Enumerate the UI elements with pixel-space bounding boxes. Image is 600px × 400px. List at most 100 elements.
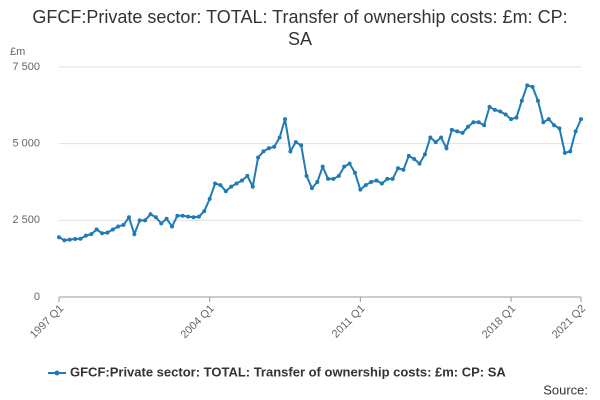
y-axis-label: £m <box>10 46 25 58</box>
point <box>73 237 78 242</box>
point <box>557 126 562 131</box>
point <box>126 215 131 220</box>
point <box>304 173 309 178</box>
point <box>309 186 314 191</box>
point <box>239 178 244 183</box>
point <box>180 213 185 218</box>
point <box>266 146 271 151</box>
point <box>94 227 99 232</box>
point <box>62 238 67 243</box>
point <box>455 129 460 134</box>
point <box>428 135 433 140</box>
point <box>406 153 411 158</box>
point <box>218 183 223 188</box>
point <box>465 124 470 129</box>
x-tick-label: 2011 Q1 <box>330 303 368 341</box>
point <box>283 117 288 122</box>
point <box>568 149 573 154</box>
point <box>417 161 422 166</box>
point <box>369 180 374 184</box>
point <box>498 109 503 114</box>
point <box>573 129 578 134</box>
point <box>552 123 557 128</box>
point <box>401 167 406 172</box>
x-tick-label: 2004 Q1 <box>179 303 217 341</box>
point <box>110 227 115 232</box>
point <box>229 184 234 189</box>
point <box>288 149 293 154</box>
point <box>100 231 105 236</box>
point <box>250 184 255 189</box>
source: Source: <box>543 382 588 397</box>
point <box>530 84 535 89</box>
point <box>256 155 261 160</box>
chart-title: GFCF:Private sector: TOTAL: Transfer of … <box>32 7 568 49</box>
point <box>471 120 476 125</box>
point <box>67 237 72 242</box>
point <box>83 233 88 238</box>
point <box>433 140 438 145</box>
point <box>175 213 180 218</box>
x-tick-label: 1997 Q1 <box>28 303 66 341</box>
point <box>396 166 401 171</box>
point <box>196 214 201 219</box>
point <box>347 161 352 166</box>
y-tick-label: 2 500 <box>12 214 40 226</box>
point <box>326 176 331 181</box>
point <box>213 181 218 186</box>
point <box>390 176 395 181</box>
point <box>514 115 519 120</box>
point <box>579 117 583 122</box>
legend-marker <box>54 370 60 376</box>
point <box>562 150 567 155</box>
point <box>320 164 325 169</box>
point <box>492 107 497 112</box>
point <box>245 173 250 178</box>
point <box>153 215 158 220</box>
point <box>164 216 169 221</box>
point <box>132 232 137 237</box>
point <box>482 123 487 128</box>
point <box>503 112 508 117</box>
point <box>525 83 530 88</box>
point <box>57 235 61 240</box>
point <box>315 180 320 184</box>
point <box>541 120 546 125</box>
point <box>143 218 148 223</box>
point <box>444 146 449 151</box>
point <box>374 178 379 183</box>
y-tick-label: 0 <box>34 291 40 303</box>
point <box>412 157 417 161</box>
point <box>170 224 175 229</box>
point <box>105 230 110 235</box>
point <box>272 144 277 149</box>
point <box>535 98 540 103</box>
x-tick-label: 2018 Q1 <box>480 303 518 341</box>
x-tick-label: 2021 Q2 <box>550 303 588 341</box>
point <box>363 183 368 188</box>
point <box>331 176 336 181</box>
point <box>293 140 298 145</box>
point <box>191 215 196 220</box>
point <box>439 135 444 140</box>
y-tick-label: 5 000 <box>12 138 40 150</box>
point <box>148 212 153 217</box>
point <box>299 143 304 148</box>
legend-label: GFCF:Private sector: TOTAL: Transfer of … <box>70 364 506 379</box>
point <box>159 221 164 226</box>
point <box>352 170 357 175</box>
point <box>422 152 427 157</box>
point <box>89 232 94 237</box>
point <box>78 236 83 241</box>
point <box>121 222 126 227</box>
point <box>223 189 228 194</box>
point <box>277 135 282 140</box>
y-tick-label: 7 500 <box>12 61 40 73</box>
point <box>509 117 514 122</box>
point <box>385 176 390 181</box>
point <box>519 98 524 103</box>
series-line <box>58 84 582 242</box>
point <box>342 164 347 169</box>
